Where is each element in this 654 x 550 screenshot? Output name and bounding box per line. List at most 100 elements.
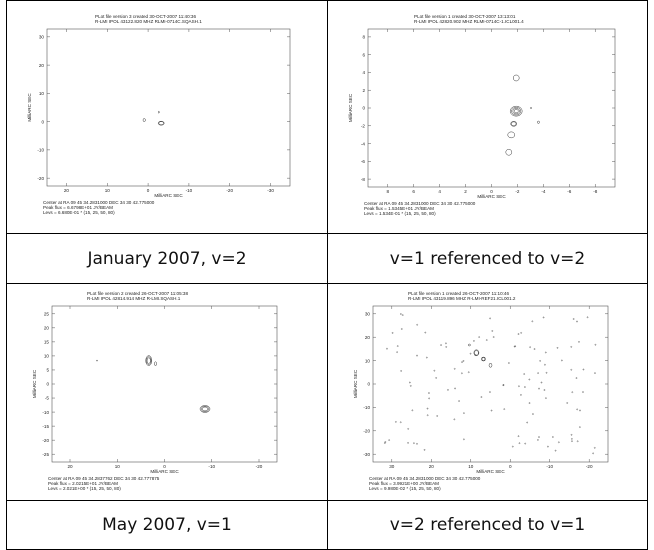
contour [401, 328, 402, 329]
contour [571, 438, 572, 439]
x-tick-label: 8 [386, 189, 389, 194]
panel-cell: PLot file version 3 created 30-OCT-2007 … [6, 0, 328, 234]
contour [416, 443, 417, 444]
contour [407, 442, 408, 443]
y-tick-label: 4 [362, 70, 365, 75]
x-tick-label: 0 [509, 464, 512, 469]
contour [532, 413, 533, 414]
contour [527, 422, 528, 423]
contour [571, 434, 572, 435]
contour [446, 346, 447, 347]
contour [593, 453, 594, 454]
contour [490, 318, 491, 319]
contour [429, 398, 430, 399]
x-axis-label: MilliARC SEC [477, 194, 506, 199]
plot-footer: Levs = 2.021E+00 * (15, 25, 50, 80) [48, 486, 121, 491]
x-tick-label: -8 [593, 189, 598, 194]
plot-footer: Levs = 1.534E-01 * (15, 25, 50, 80) [364, 211, 436, 216]
contour [489, 391, 490, 392]
x-tick-label: 0 [147, 188, 150, 193]
contour [544, 389, 545, 390]
y-tick-label: 5 [46, 368, 49, 373]
x-tick-label: -10 [208, 464, 215, 469]
y-tick-label: -30 [363, 452, 370, 457]
contour [544, 364, 545, 365]
contour [461, 362, 462, 363]
contour [543, 317, 544, 318]
y-tick-label: 10 [365, 358, 371, 363]
contour [519, 443, 520, 444]
contour [395, 421, 396, 422]
y-tick-label: 15 [44, 340, 50, 345]
panel-cell: PLot file version 1 created 30-OCT-2007 … [327, 0, 648, 234]
contour [521, 332, 522, 333]
y-tick-label: 20 [44, 326, 50, 331]
contour [513, 75, 519, 81]
contour [512, 446, 513, 447]
y-tick-label: 30 [39, 35, 45, 40]
contour [561, 360, 562, 361]
contour [482, 357, 485, 360]
contour [454, 368, 455, 369]
y-tick-label: 25 [44, 312, 50, 317]
contour [481, 396, 482, 397]
plot-footer: Levs = 9.980E-02 * (15, 25, 50, 80) [369, 486, 441, 491]
contour [525, 443, 526, 444]
x-tick-label: -30 [267, 188, 274, 193]
contour [529, 402, 530, 403]
panel-cell: PLot file version 1 created 26-OCT-2007 … [327, 283, 648, 501]
y-tick-label: 8 [362, 35, 365, 40]
contour [461, 373, 462, 374]
contour [434, 370, 435, 371]
contour [571, 441, 572, 442]
contour [529, 379, 530, 380]
contour [416, 355, 417, 356]
contour [454, 388, 455, 389]
contour [571, 346, 572, 347]
contour [573, 318, 574, 319]
x-tick-label: -20 [256, 464, 263, 469]
contour [571, 369, 572, 370]
panel-cell: PLot file version 2 created 26-OCT-2007 … [6, 283, 328, 501]
x-tick-label: 4 [438, 189, 441, 194]
x-tick-label: 10 [115, 464, 121, 469]
y-tick-label: -8 [361, 177, 366, 182]
plot-header: R-LMI IPOL 42814.914 MHZ R-LMI.SQASH.1 [87, 296, 181, 301]
contour [491, 410, 492, 411]
contour [532, 321, 533, 322]
caption: May 2007, v=1 [6, 500, 328, 550]
x-tick-label: 30 [389, 464, 395, 469]
contour [479, 337, 480, 338]
contour [473, 340, 474, 341]
contour [545, 352, 546, 353]
contour [579, 427, 580, 428]
y-tick-label: 0 [367, 382, 370, 387]
plot-header: R-LMI IPOL 43122.820 MHZ RLMI-0714C.SQAS… [95, 19, 202, 24]
contour [558, 442, 559, 443]
y-tick-label: -10 [363, 405, 370, 410]
y-tick-label: -6 [361, 159, 366, 164]
y-axis-label: MilliARC SEC [348, 93, 353, 122]
contour-plot: PLot file version 1 created 30-OCT-2007 … [328, 1, 647, 233]
contour [510, 106, 522, 116]
contour [508, 132, 515, 138]
contour [547, 446, 548, 447]
contour [402, 315, 403, 316]
contour [582, 391, 583, 392]
plot-frame [52, 306, 277, 462]
contour [397, 352, 398, 353]
contour [392, 332, 393, 333]
contour [578, 341, 579, 342]
contour [504, 409, 505, 410]
x-tick-label: -20 [586, 464, 593, 469]
x-tick-label: -10 [186, 188, 193, 193]
contour [577, 441, 578, 442]
contour [530, 347, 531, 348]
y-tick-label: 20 [365, 335, 371, 340]
contour [440, 344, 441, 345]
page: {"panels": [ {"header": ["PLot file vers… [0, 0, 654, 550]
contour [538, 388, 539, 389]
contour [447, 389, 448, 390]
contour-plot: PLot file version 2 created 26-OCT-2007 … [7, 284, 327, 500]
x-tick-label: 10 [468, 464, 474, 469]
